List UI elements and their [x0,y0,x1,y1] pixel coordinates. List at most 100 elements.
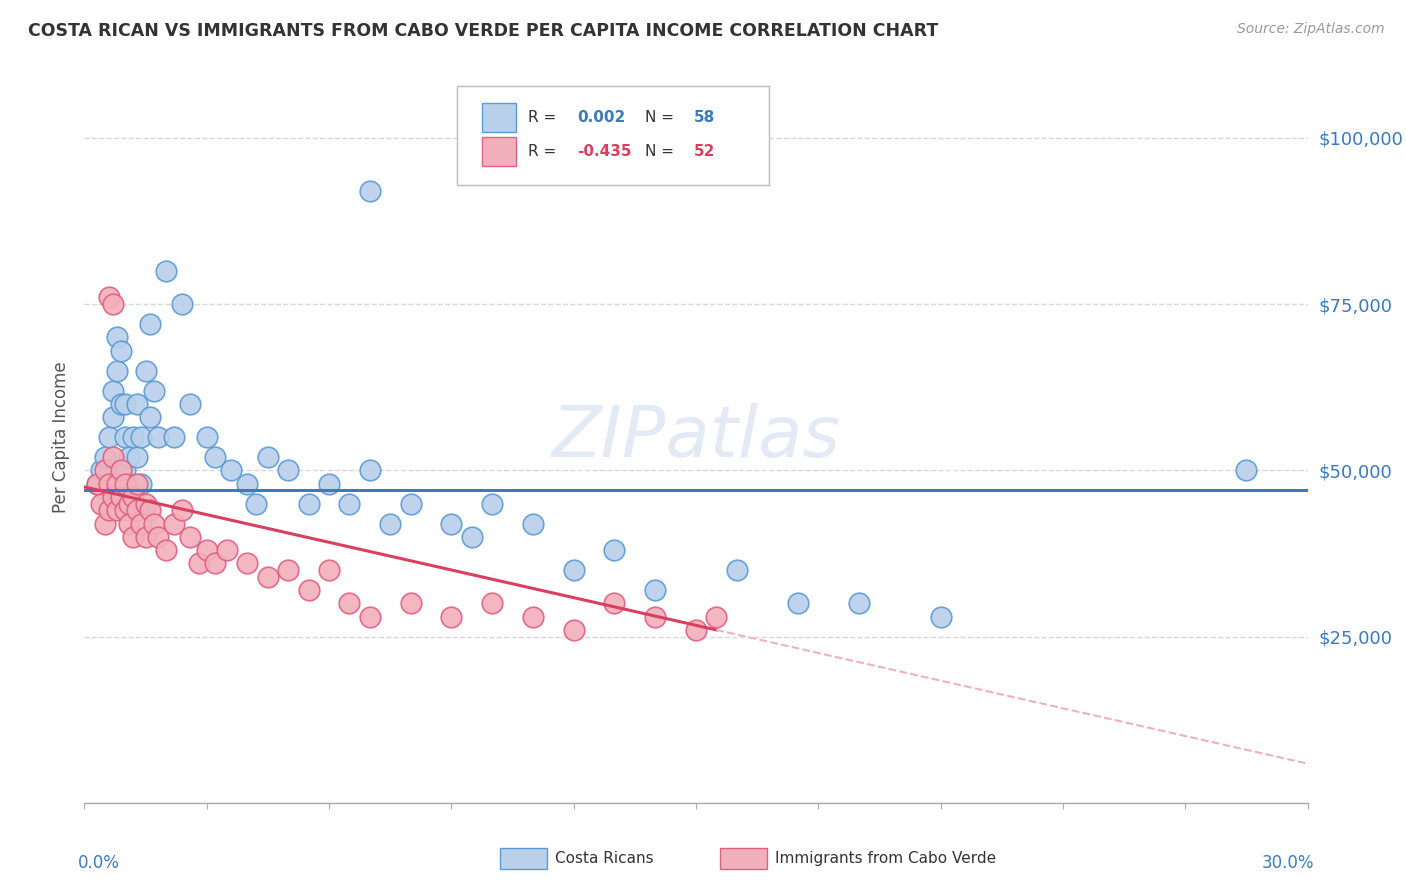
Point [135,530,157,544]
Text: 52: 52 [693,145,714,160]
Text: Source: ZipAtlas.com: Source: ZipAtlas.com [1237,22,1385,37]
Point [725,563,748,577]
Point [245,497,267,511]
Text: -0.435: -0.435 [578,145,631,160]
Text: R =: R = [529,145,561,160]
Point [146,430,169,444]
Text: ZIPatlas: ZIPatlas [551,402,841,472]
Point [644,609,666,624]
Point [97,430,120,444]
Point [257,450,280,464]
Point [155,543,177,558]
Point [127,503,149,517]
Point [118,516,141,531]
Point [131,430,153,444]
FancyBboxPatch shape [457,86,769,185]
Bar [482,137,516,167]
Point [440,609,463,624]
Text: R =: R = [529,110,561,125]
Point [127,476,149,491]
Point [105,330,128,344]
Text: N =: N = [644,110,679,125]
Point [217,543,239,558]
Point [131,516,153,531]
Point [127,397,149,411]
Point [318,563,340,577]
Bar [501,848,547,869]
Point [204,557,226,571]
Point [105,503,128,517]
Point [142,516,165,531]
Text: 0.002: 0.002 [578,110,626,125]
Point [93,483,115,498]
Point [110,343,132,358]
Text: Costa Ricans: Costa Ricans [555,851,654,866]
Point [440,516,463,531]
Point [219,463,242,477]
Point [562,623,585,637]
Text: 58: 58 [693,110,714,125]
Point [461,530,484,544]
Point [522,609,544,624]
Point [97,290,120,304]
Point [101,450,124,464]
Point [97,503,120,517]
Point [359,609,381,624]
Point [142,384,165,398]
Point [86,476,108,491]
Point [127,450,149,464]
Point [603,596,626,610]
Point [90,497,112,511]
Y-axis label: Per Capita Income: Per Capita Income [52,361,70,513]
Point [163,430,186,444]
Point [114,503,136,517]
Point [122,530,145,544]
Point [179,397,201,411]
Point [114,430,136,444]
Point [257,570,280,584]
Point [101,490,124,504]
Point [138,317,160,331]
Point [522,516,544,531]
Point [481,596,503,610]
Point [1236,463,1258,477]
Point [195,430,218,444]
Point [318,476,340,491]
Point [97,476,120,491]
Point [481,497,503,511]
Point [399,596,422,610]
Point [236,476,259,491]
Point [118,450,141,464]
Point [146,530,169,544]
Point [122,430,145,444]
Point [118,497,141,511]
Point [138,410,160,425]
Bar [720,848,766,869]
Point [131,476,153,491]
Point [298,497,321,511]
Point [101,384,124,398]
Point [298,582,321,597]
Point [86,476,108,491]
Point [122,490,145,504]
Point [195,543,218,558]
Point [848,596,870,610]
Point [110,463,132,477]
Point [97,476,120,491]
Bar [482,103,516,132]
Point [114,397,136,411]
Text: COSTA RICAN VS IMMIGRANTS FROM CABO VERDE PER CAPITA INCOME CORRELATION CHART: COSTA RICAN VS IMMIGRANTS FROM CABO VERD… [28,22,938,40]
Point [105,476,128,491]
Point [138,503,160,517]
Point [787,596,810,610]
Point [118,476,141,491]
Point [101,410,124,425]
Point [644,582,666,597]
Point [93,450,115,464]
Point [101,297,124,311]
Text: N =: N = [644,145,679,160]
Point [110,397,132,411]
Point [172,503,194,517]
Point [179,530,201,544]
Point [110,490,132,504]
